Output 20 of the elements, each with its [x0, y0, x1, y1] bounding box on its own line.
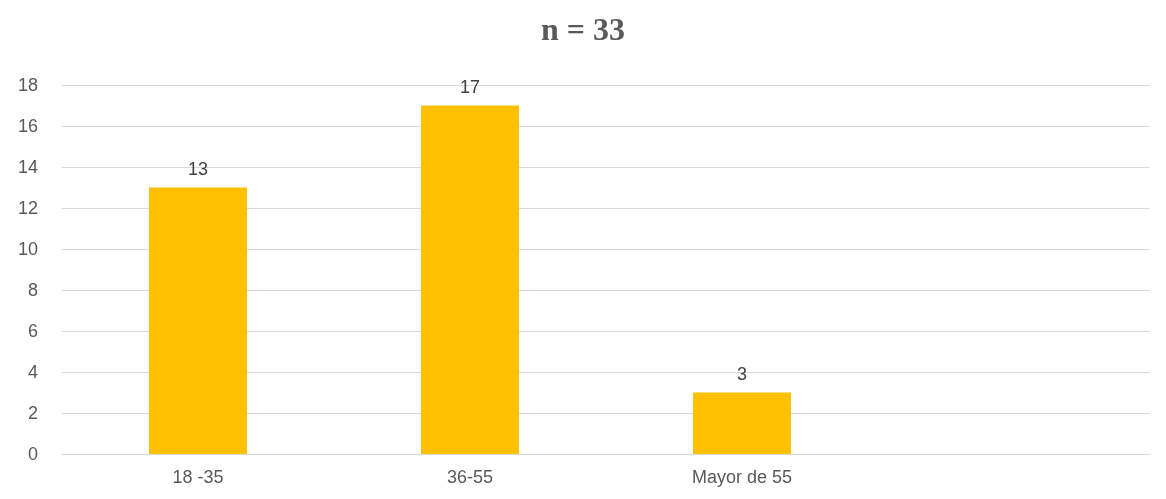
chart-title: n = 33 [540, 11, 626, 47]
y-tick-label: 6 [27, 321, 38, 341]
x-tick-label: Mayor de 55 [691, 467, 793, 487]
y-tick-label: 0 [27, 444, 38, 464]
bar [149, 187, 247, 454]
y-tick-label: 12 [17, 198, 38, 218]
data-label: 17 [459, 76, 481, 97]
y-tick-label: 8 [27, 280, 38, 300]
data-label: 3 [736, 363, 748, 384]
y-tick-label: 14 [17, 157, 38, 177]
y-tick-label: 16 [17, 116, 38, 136]
y-tick-label: 4 [27, 362, 38, 382]
y-tick-label: 10 [17, 239, 38, 259]
bar [693, 392, 791, 454]
x-tick-label: 36-55 [446, 467, 494, 487]
y-tick-label: 2 [27, 403, 38, 423]
x-tick-label: 18 -35 [172, 467, 224, 487]
data-label: 13 [187, 158, 209, 179]
y-tick-label: 18 [17, 75, 38, 95]
bar [421, 105, 519, 454]
